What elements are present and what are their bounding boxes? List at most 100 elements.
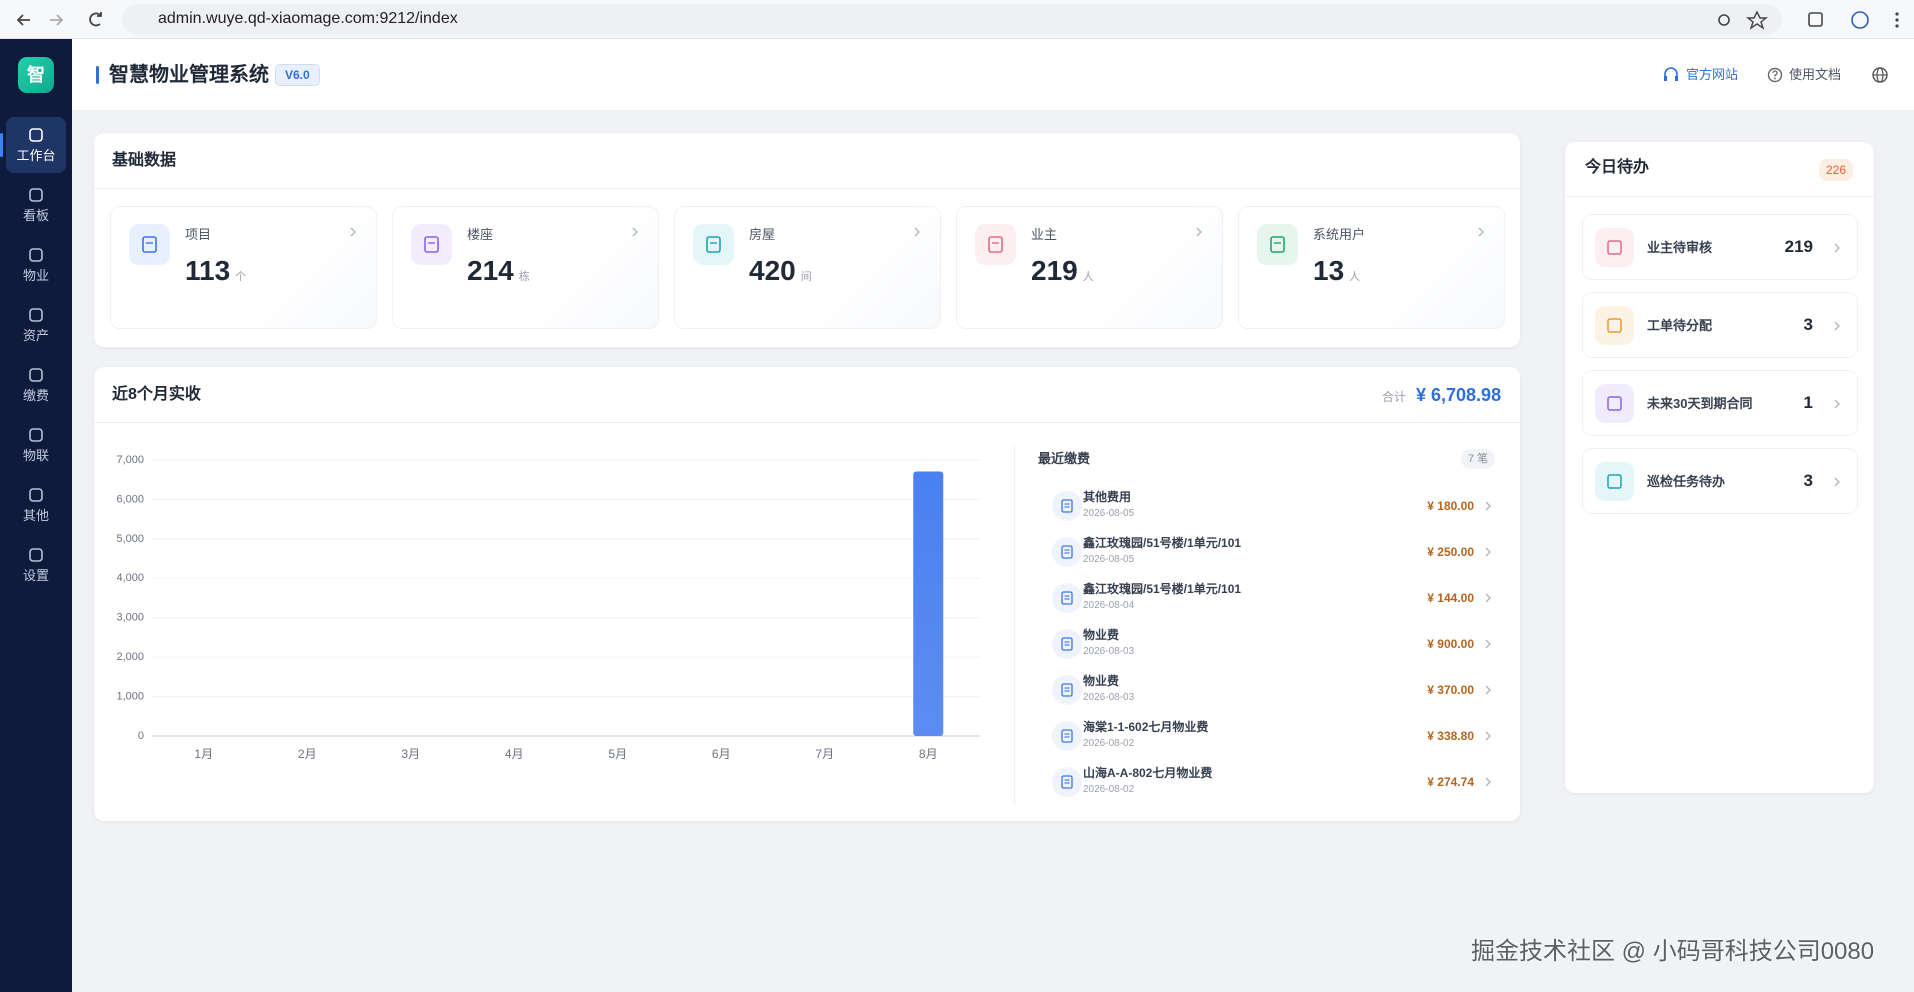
language-icon[interactable] [1870,65,1890,85]
y-tick-label: 7,000 [116,454,144,466]
divider [1014,445,1015,805]
payment-item[interactable]: 鑫江玫瑰园/51号楼/1单元/101 2026-08-05 ¥ 250.00 [1038,531,1502,573]
payment-name: 物业费 [1083,674,1120,688]
stat-unit: 个 [235,271,247,283]
basic-data-card: 基础数据 项目 113 个 楼座 214 栋 房屋 420 间 业主 219 人 系统用户 13 人 [94,133,1520,347]
icon-shape [29,548,43,562]
chevron-shape [632,227,638,237]
payment-item[interactable]: 鑫江玫瑰园/51号楼/1单元/101 2026-08-04 ¥ 144.00 [1038,577,1502,619]
icon-glyph [1061,775,1073,789]
y-tick-label: 5,000 [116,533,144,545]
forward-button[interactable] [50,14,64,26]
payment-name: 鑫江玫瑰园/51号楼/1单元/101 [1083,582,1242,596]
stat-icon [975,224,1016,265]
profile-icon[interactable] [1851,11,1869,29]
payment-date: 2026-08-02 [1083,738,1135,749]
nav-item[interactable]: 缴费 [6,357,66,413]
nav-item[interactable]: 其他 [6,477,66,533]
icon-glyph [1061,591,1073,605]
chevron-shape [1196,227,1202,237]
payment-item[interactable]: 物业费 2026-08-03 ¥ 370.00 [1038,669,1502,711]
payment-date: 2026-08-02 [1083,784,1135,795]
nav-item[interactable]: 设置 [6,537,66,593]
payment-date: 2026-08-03 [1083,646,1135,657]
todo-item[interactable]: 业主待审核 219 [1582,214,1858,280]
key-icon[interactable] [1718,14,1730,26]
nav-item[interactable]: 物业 [6,237,66,293]
stat-unit: 人 [1349,271,1361,283]
stat-card: 业主 219 人 [956,206,1223,329]
nav-label: 设置 [22,568,49,583]
nav-icon [29,248,43,262]
payment-item[interactable]: 山海A-A-802七月物业费 2026-08-02 ¥ 274.74 [1038,761,1502,803]
icon-glyph [1607,318,1622,333]
stat-unit: 人 [1082,271,1094,283]
extension-icon[interactable] [1808,12,1823,27]
icon-shape [1061,729,1073,743]
nav-item[interactable]: 看板 [6,177,66,233]
payment-name: 海棠1-1-602七月物业费 [1083,720,1209,734]
back-button[interactable] [16,14,30,26]
nav-label: 工作台 [16,148,56,163]
x-tick-label: 1月 [194,747,213,761]
payment-item[interactable]: 物业费 2026-08-03 ¥ 900.00 [1038,623,1502,665]
sidebar: 智 工作台看板 物业 资产缴费物联其他设置 [0,39,72,992]
payment-item[interactable]: 海棠1-1-602七月物业费 2026-08-02 ¥ 338.80 [1038,715,1502,757]
chevron-shape [1834,399,1840,409]
nav-label: 其他 [22,508,49,523]
stat-icon [411,224,452,265]
nav-icon [29,368,43,382]
docs-link[interactable]: 使用文档 [1789,67,1842,82]
stat-label: 楼座 [467,227,494,242]
payment-name: 山海A-A-802七月物业费 [1083,766,1213,780]
icon-shape [424,236,439,253]
x-tick-label: 2月 [298,747,317,761]
todo-item[interactable]: 未来30天到期合同 1 [1582,370,1858,436]
stat-label: 项目 [185,227,212,242]
reload-button[interactable] [89,12,102,27]
todo-item[interactable]: 工单待分配 3 [1582,292,1858,358]
icon-glyph [988,236,1003,253]
star-icon[interactable] [1746,10,1768,30]
payment-amount: ¥ 370.00 [1427,683,1474,697]
divider [94,422,1520,423]
y-tick-label: 0 [138,730,144,742]
nav-item[interactable]: 资产 [6,297,66,353]
icon-shape [1061,545,1073,559]
icon-shape [29,128,43,142]
chevron-shape [1478,227,1484,237]
icon-glyph [1061,637,1073,651]
nav-item[interactable]: 工作台 [6,117,66,173]
menu-dot[interactable] [1895,12,1899,16]
payments-count: 7 笔 [1461,449,1496,469]
nav-item[interactable]: 物联 [6,417,66,473]
payment-item[interactable]: 其他费用 2026-08-05 ¥ 180.00 [1038,485,1502,527]
icon-shape [142,236,157,253]
address-bar[interactable] [122,4,1782,35]
todo-count: 3 [1803,315,1813,334]
stat-value: 113 [185,255,231,286]
chevron [1834,399,1840,409]
x-tick-label: 8月 [919,747,938,761]
todo-label: 工单待分配 [1647,318,1713,333]
icon-glyph [1061,545,1073,559]
todo-count: 1 [1803,393,1813,412]
official-site-link[interactable]: 官方网站 [1686,67,1739,82]
icon-shape [1061,683,1073,697]
icon-shape [1607,318,1622,333]
todo-item[interactable]: 巡检任务待办 3 [1582,448,1858,514]
x-tick-label: 7月 [815,747,834,761]
nav-label: 缴费 [22,388,49,403]
icon-glyph [1061,729,1073,743]
payment-icon [1052,583,1082,613]
chevron [1485,501,1491,511]
chevron-shape [350,227,356,237]
icon-shape [1061,499,1073,513]
todo-count: 3 [1803,471,1813,490]
logo[interactable]: 智 [18,57,54,93]
chart: 0 1,000 2,000 3,000 4,000 5,000 6,000 7,000 1月 2月… [116,454,980,761]
icon-shape [1607,474,1622,489]
chevron-shape [1834,477,1840,487]
stat-label: 系统用户 [1313,227,1366,242]
icon-shape [1607,240,1622,255]
